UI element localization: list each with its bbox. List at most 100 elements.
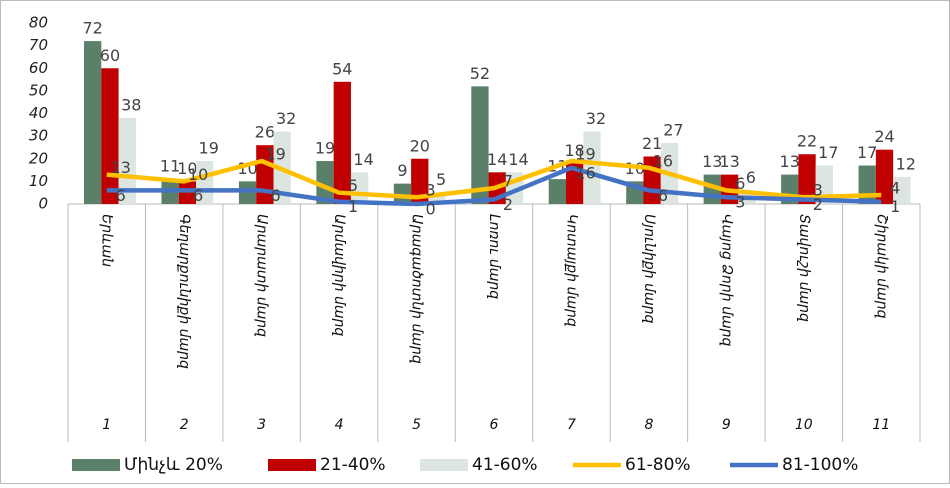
y-tick-label: 10 (29, 172, 48, 190)
bar (316, 161, 334, 204)
data-label: 32 (586, 109, 606, 128)
y-tick-label: 50 (29, 81, 48, 99)
data-label: 1 (348, 197, 358, 216)
y-tick-label: 80 (29, 14, 48, 32)
data-label: 6 (271, 186, 281, 205)
bar (893, 176, 911, 204)
legend-swatch (420, 459, 468, 471)
data-label: 19 (265, 145, 285, 164)
category-number: 8 (644, 417, 653, 433)
x-tick-label: Կոտայքի մարզ (563, 214, 579, 327)
legend-label: 41-60% (472, 455, 538, 475)
data-label: 3 (813, 181, 823, 200)
data-label: 72 (82, 19, 102, 38)
x-tick-label: Սյունիքի մարզ (641, 214, 657, 323)
bar (548, 179, 567, 204)
x-tick-label: Վայոց Ձորի մարզ (718, 214, 734, 346)
data-label: 22 (797, 132, 817, 151)
bar (118, 118, 136, 204)
data-label: 24 (874, 127, 894, 146)
category-number: 4 (335, 417, 344, 433)
category-number: 1 (102, 417, 111, 433)
data-label: 52 (470, 64, 490, 83)
y-tick-label: 60 (29, 59, 48, 77)
bar (471, 86, 489, 204)
bar (583, 131, 601, 204)
legend-label: 21-40% (320, 455, 386, 475)
data-label: 14 (487, 150, 507, 169)
data-label: 16 (653, 151, 673, 170)
x-tick-label: Արմավիրի մարզ (331, 214, 347, 336)
bar (238, 181, 257, 204)
data-label: 27 (663, 120, 683, 139)
line-series (106, 158, 882, 200)
legend-label: 81-100% (782, 455, 858, 475)
data-label: 5 (348, 176, 358, 195)
data-label: 6 (746, 168, 756, 187)
data-label: 20 (410, 136, 430, 155)
data-label: 6 (193, 186, 203, 205)
bar (875, 149, 894, 204)
data-label: 0 (425, 200, 435, 219)
bar (84, 41, 102, 204)
data-label: 2 (503, 195, 513, 214)
category-number: 2 (180, 417, 189, 433)
y-tick-label: 70 (29, 36, 48, 54)
data-label: 3 (735, 193, 745, 212)
category-number: 10 (795, 417, 813, 433)
data-label: 10 (188, 165, 208, 184)
line-series (106, 165, 882, 207)
data-label: 17 (818, 143, 838, 162)
x-tick-label: Շիրակի մարզ (873, 214, 889, 319)
y-tick-label: 40 (29, 104, 48, 122)
category-number: 9 (722, 417, 731, 433)
data-label: 16 (575, 163, 595, 182)
data-label: 13 (719, 152, 739, 171)
data-label: 19 (575, 145, 595, 164)
bar (393, 183, 412, 204)
data-label: 13 (780, 152, 800, 171)
data-label: 54 (332, 59, 352, 78)
data-label: 18 (564, 141, 584, 160)
bar (858, 165, 876, 204)
data-label: 19 (199, 139, 219, 158)
bar (333, 81, 351, 204)
bar (411, 158, 429, 204)
bar (101, 68, 119, 204)
data-label: 1 (890, 197, 900, 216)
data-label: 10 (177, 159, 197, 178)
data-label: 13 (702, 152, 722, 171)
legend-label: 61-80% (625, 455, 691, 475)
bar (566, 163, 584, 204)
x-tick-label: Երևան (99, 214, 115, 267)
category-number: 11 (872, 417, 890, 433)
data-label: 3 (425, 181, 435, 200)
data-label: 14 (353, 150, 373, 169)
data-label: 9 (397, 161, 407, 180)
data-label: 38 (121, 96, 141, 115)
x-tick-label: Արագածոտնի մարզ (409, 214, 425, 364)
y-tick-label: 20 (29, 149, 48, 167)
data-label: 4 (890, 178, 900, 197)
bar (196, 161, 214, 204)
y-tick-label: 0 (38, 195, 48, 213)
legend-label: Մինչև 20% (124, 455, 223, 475)
data-label: 12 (896, 154, 916, 173)
legend-swatch (268, 459, 316, 471)
data-label: 6 (658, 186, 668, 205)
data-label: 14 (508, 150, 528, 169)
data-label: 2 (813, 195, 823, 214)
category-number: 6 (490, 417, 499, 433)
y-tick-label: 30 (29, 127, 48, 145)
data-label: 5 (436, 170, 446, 189)
data-label: 7 (503, 172, 513, 191)
x-tick-label: Լոռու մարզ (486, 214, 502, 299)
data-label: 6 (735, 174, 745, 193)
bar (178, 181, 197, 204)
x-tick-label: Գեղարքունիքի մարզ (176, 214, 192, 369)
data-label: 60 (100, 46, 120, 65)
data-label: 13 (111, 158, 131, 177)
data-label: 26 (255, 123, 275, 142)
